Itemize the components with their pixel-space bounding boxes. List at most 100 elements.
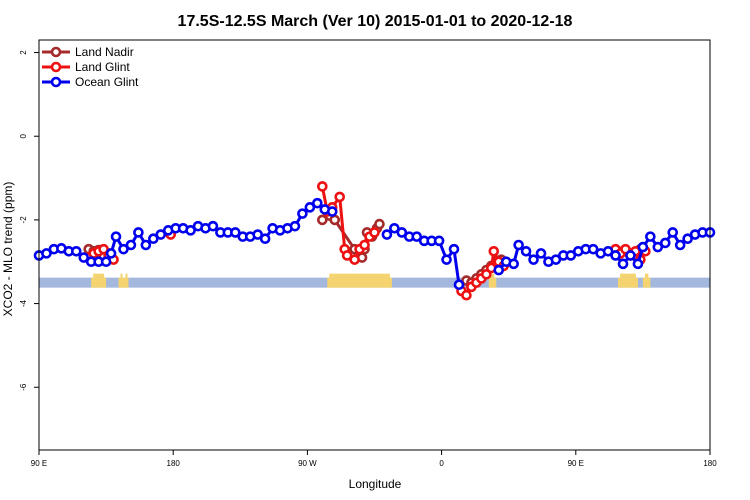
land-mask-segment [618, 277, 638, 288]
data-point [374, 218, 385, 230]
data-point [317, 181, 328, 192]
y-tick-label: 2 [19, 50, 28, 55]
data-point [125, 239, 137, 251]
land-mask-fringe [125, 273, 128, 278]
data-point [304, 202, 316, 213]
legend-marker [50, 46, 62, 58]
legend-label: Ocean Glint [75, 75, 139, 89]
data-point [645, 231, 656, 242]
data-point [682, 233, 693, 245]
data-point [133, 227, 144, 238]
data-point [535, 248, 547, 259]
land-mask-segment [642, 277, 651, 288]
data-point [625, 250, 636, 261]
data-point [493, 264, 505, 276]
data-point [148, 233, 159, 245]
plot-area: 90 E 180 90 W 0 90 E 180 2 0 -2 -4 -6 [19, 39, 717, 468]
data-point [411, 231, 423, 242]
land-mask-fringe [644, 273, 649, 278]
land-mask-segment [118, 277, 124, 288]
data-point [252, 229, 263, 240]
data-point [637, 241, 649, 253]
data-point [70, 245, 82, 257]
data-point [652, 241, 664, 253]
data-point [448, 243, 460, 255]
data-point [118, 243, 129, 255]
x-axis-label: Longitude [349, 477, 402, 491]
data-point [550, 254, 562, 265]
y-tick-label: -2 [19, 216, 28, 224]
data-point [369, 227, 380, 238]
plot-frame [38, 39, 711, 451]
data-point [140, 239, 152, 251]
data-point [317, 214, 328, 226]
land-mask-fringe [93, 273, 105, 278]
data-point [610, 250, 621, 261]
data-point [329, 214, 341, 226]
land-mask-fringe [329, 273, 390, 278]
x-tick-label: 180 [703, 459, 717, 468]
x-tick-label: 90 E [31, 459, 47, 468]
data-point [659, 237, 671, 249]
data-point [587, 243, 599, 255]
chart-title: 17.5S-12.5S March (Ver 10) 2015-01-01 to… [178, 13, 573, 30]
x-tick-label: 0 [439, 459, 444, 468]
data-point [389, 222, 400, 234]
x-tick-label: 180 [167, 459, 181, 468]
y-tick-label: 0 [19, 133, 28, 138]
y-axis-label: XCO2 - MLO trend (ppm) [1, 182, 15, 317]
data-point [78, 252, 90, 263]
land-mask-segment [91, 277, 107, 288]
data-point [667, 227, 679, 238]
data-point [602, 245, 614, 257]
data-point [441, 254, 452, 265]
legend-label: Land Nadir [75, 45, 134, 59]
land-mask-fringe [490, 273, 495, 278]
land-mask-fringe [620, 273, 636, 278]
land-mask-segment [488, 277, 497, 288]
data-point [312, 197, 323, 209]
data-point [674, 239, 686, 251]
data-point [207, 220, 219, 232]
data-point [334, 191, 346, 203]
data-point [508, 258, 519, 270]
data-point [617, 258, 629, 270]
y-tick-label: -6 [19, 383, 28, 391]
data-point [359, 239, 370, 251]
data-point [155, 229, 167, 240]
data-point [528, 254, 539, 265]
data-point [632, 258, 644, 270]
data-point [341, 250, 353, 261]
x-tick-label: 90 W [298, 459, 317, 468]
data-point [259, 233, 271, 245]
data-point [326, 206, 338, 217]
y-tick-label: -4 [19, 299, 28, 307]
legend-marker [50, 76, 62, 88]
data-point [565, 250, 577, 261]
data-point [185, 225, 196, 236]
data-point [381, 229, 393, 240]
series-line [38, 201, 710, 285]
data-point [520, 245, 532, 257]
data-point [453, 279, 465, 291]
land-mask-fringe [120, 273, 123, 278]
data-point [349, 254, 360, 265]
data-point [110, 231, 122, 242]
data-point [105, 248, 117, 259]
data-point [433, 235, 445, 247]
x-tick-label: 90 E [568, 459, 584, 468]
data-point [41, 248, 52, 259]
legend-marker [50, 61, 62, 73]
data-point [100, 256, 112, 268]
data-point [488, 245, 500, 257]
data-point [230, 227, 241, 238]
data-point [513, 239, 524, 251]
land-mask-segment [123, 277, 129, 288]
data-point [396, 227, 408, 238]
data-point [461, 289, 472, 301]
data-point [297, 208, 308, 219]
legend-label: Land Glint [75, 60, 130, 74]
land-mask-segment [327, 277, 392, 288]
